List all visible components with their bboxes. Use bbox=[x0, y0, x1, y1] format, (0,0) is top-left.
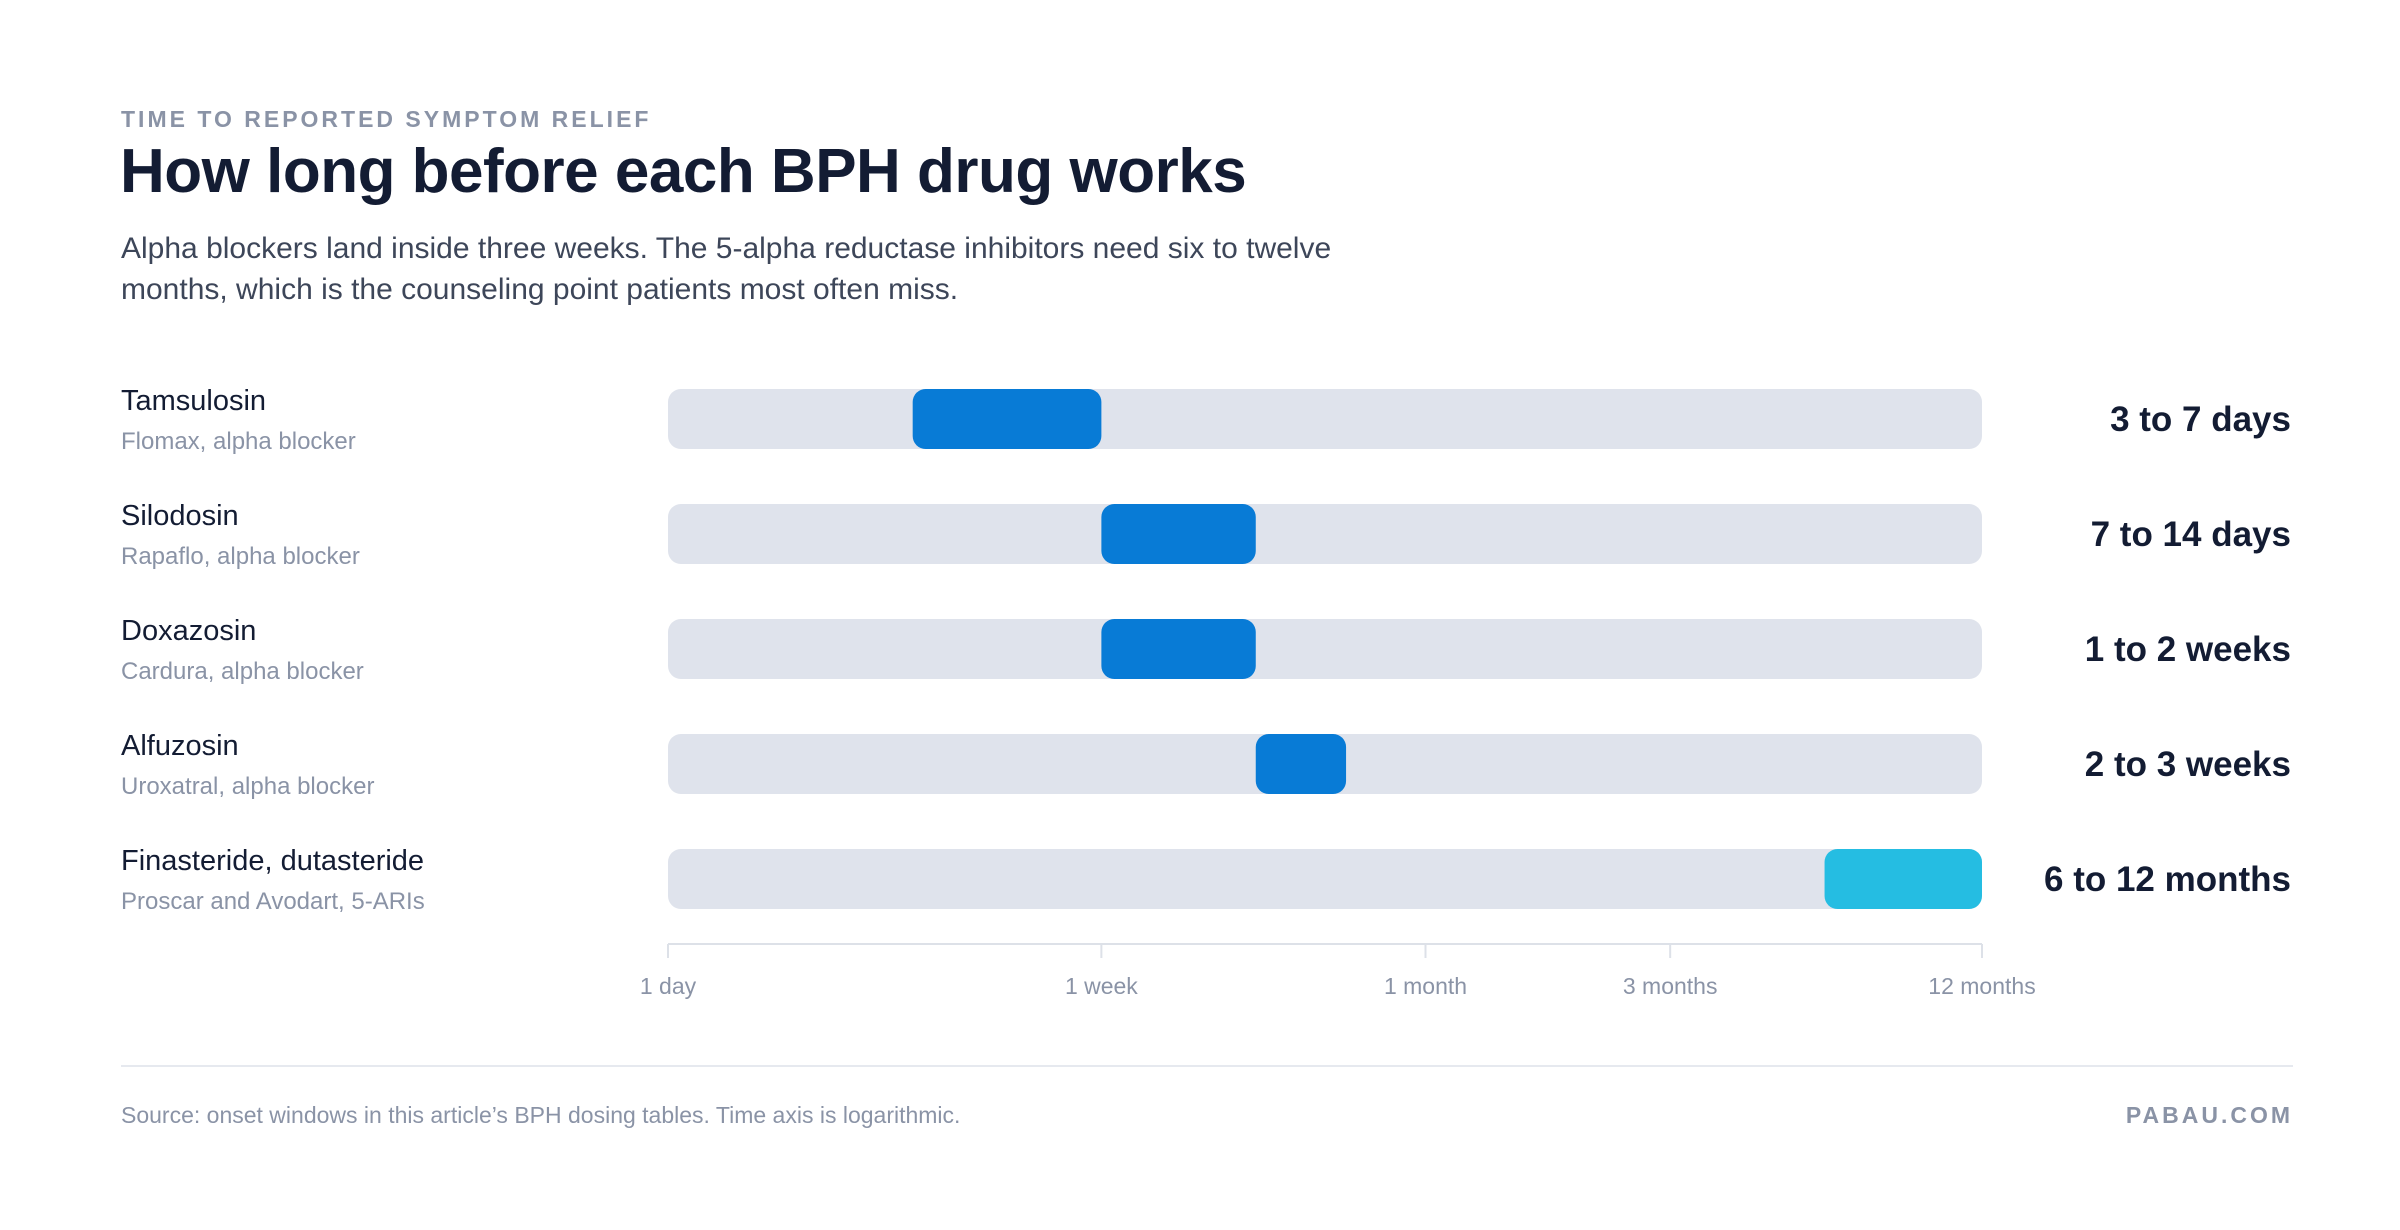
onset-range-chart: Tamsulosin Flomax, alpha blocker 3 to 7 da… bbox=[121, 385, 2291, 999]
x-axis-tick-label: 1 week bbox=[1065, 973, 1138, 999]
range-track bbox=[668, 389, 1982, 449]
onset-range-label: 7 to 14 days bbox=[2091, 515, 2291, 554]
range-track bbox=[668, 504, 1982, 564]
drug-detail: Uroxatral, alpha blocker bbox=[121, 773, 374, 800]
range-track bbox=[668, 619, 1982, 679]
drug-name: Doxazosin bbox=[121, 615, 256, 647]
footer-divider bbox=[121, 1065, 2293, 1067]
x-axis-tick-label: 3 months bbox=[1623, 973, 1718, 999]
onset-range-label: 1 to 2 weeks bbox=[2085, 630, 2291, 669]
drug-detail: Proscar and Avodart, 5-ARIs bbox=[121, 888, 425, 915]
onset-range-bar bbox=[1824, 849, 1982, 909]
onset-range-bar bbox=[1255, 734, 1347, 794]
drug-name: Alfuzosin bbox=[121, 730, 239, 762]
x-axis-tick-label: 1 month bbox=[1384, 973, 1467, 999]
onset-range-label: 3 to 7 days bbox=[2110, 400, 2291, 439]
onset-range-bar bbox=[1101, 504, 1256, 564]
onset-range-label: 2 to 3 weeks bbox=[2085, 745, 2291, 784]
chart-subtitle: Alpha blockers land inside three weeks. … bbox=[121, 232, 1332, 306]
x-axis-tick-label: 12 months bbox=[1928, 973, 2035, 999]
brand-mark: PABAU.COM bbox=[2125, 1102, 2293, 1128]
onset-range-label: 6 to 12 months bbox=[2044, 860, 2291, 899]
source-note: Source: onset windows in this article’s … bbox=[121, 1102, 961, 1128]
drug-detail: Rapaflo, alpha blocker bbox=[121, 543, 360, 570]
range-track bbox=[668, 849, 1982, 909]
drug-name: Finasteride, dutasteride bbox=[121, 845, 424, 877]
x-axis-tick-label: 1 day bbox=[640, 973, 697, 999]
onset-range-bar bbox=[912, 389, 1102, 449]
drug-detail: Flomax, alpha blocker bbox=[121, 428, 356, 455]
chart-kicker: TIME TO REPORTED SYMPTOM RELIEF bbox=[121, 106, 652, 132]
chart-title: How long before each BPH drug works bbox=[120, 137, 1247, 206]
drug-name: Tamsulosin bbox=[121, 385, 266, 417]
drug-detail: Cardura, alpha blocker bbox=[121, 658, 364, 685]
drug-name: Silodosin bbox=[121, 500, 239, 532]
onset-range-bar bbox=[1101, 619, 1256, 679]
